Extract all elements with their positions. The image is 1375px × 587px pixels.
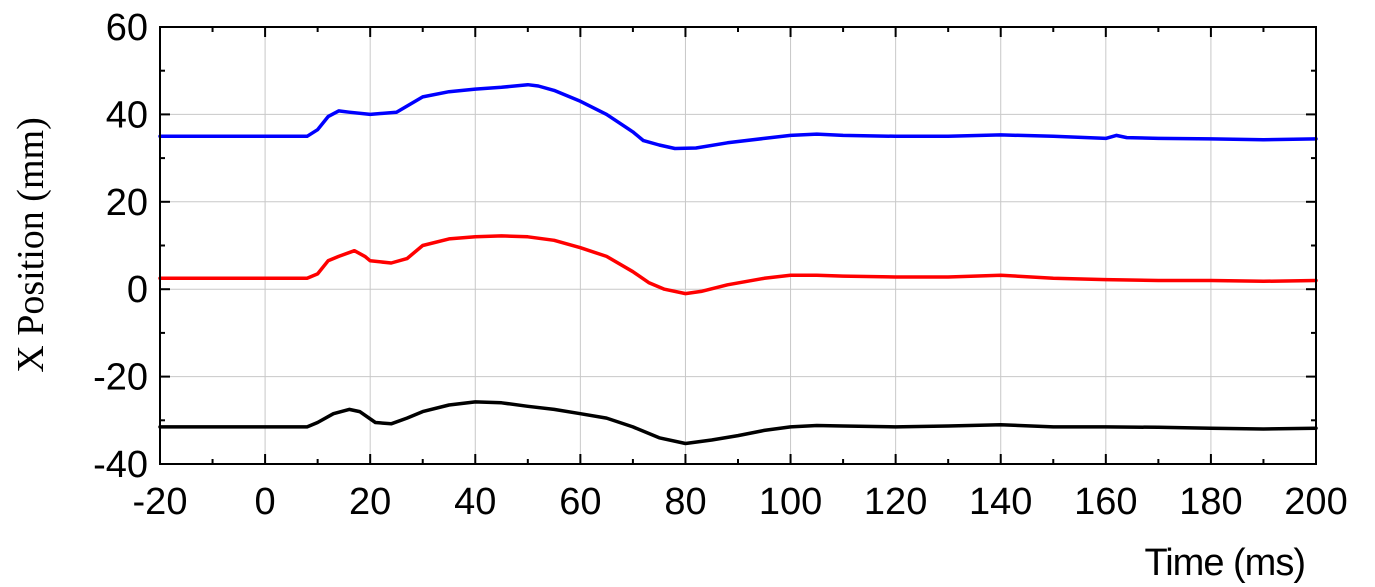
x-tick-label: 180 bbox=[1179, 481, 1242, 523]
x-tick-label: 0 bbox=[255, 481, 276, 523]
y-tick-label: 40 bbox=[106, 94, 148, 136]
grid-lines bbox=[159, 26, 1317, 465]
x-tick-label: 80 bbox=[664, 481, 706, 523]
x-tick-label: 100 bbox=[759, 481, 822, 523]
x-tick-label: 120 bbox=[864, 481, 927, 523]
y-tick-label: -40 bbox=[93, 444, 148, 486]
series-line-2 bbox=[158, 400, 1318, 446]
plot-frame bbox=[159, 26, 1317, 465]
x-tick-label: 20 bbox=[349, 481, 391, 523]
y-tick-label: 20 bbox=[106, 182, 148, 224]
x-axis-title: Time (ms) bbox=[1144, 542, 1305, 584]
y-tick-label: -20 bbox=[93, 357, 148, 399]
series-line-0 bbox=[158, 82, 1318, 151]
x-tick-label: -20 bbox=[133, 481, 188, 523]
x-tick-label: 160 bbox=[1074, 481, 1137, 523]
y-tick-label: 60 bbox=[106, 7, 148, 49]
x-tick-label: 200 bbox=[1284, 481, 1347, 523]
series-layer bbox=[158, 82, 1318, 446]
series-line-1 bbox=[158, 234, 1318, 296]
axis-ticks bbox=[159, 26, 1317, 465]
tick-labels: -20 0 20 40 60 80 100 120 140 160 180 200-40-200204… bbox=[93, 7, 1348, 523]
x-tick-label: 140 bbox=[969, 481, 1032, 523]
y-axis-title: X Position (mm) bbox=[10, 117, 52, 372]
x-tick-label: 60 bbox=[559, 481, 601, 523]
x-tick-label: 40 bbox=[454, 481, 496, 523]
y-tick-label: 0 bbox=[127, 269, 148, 311]
